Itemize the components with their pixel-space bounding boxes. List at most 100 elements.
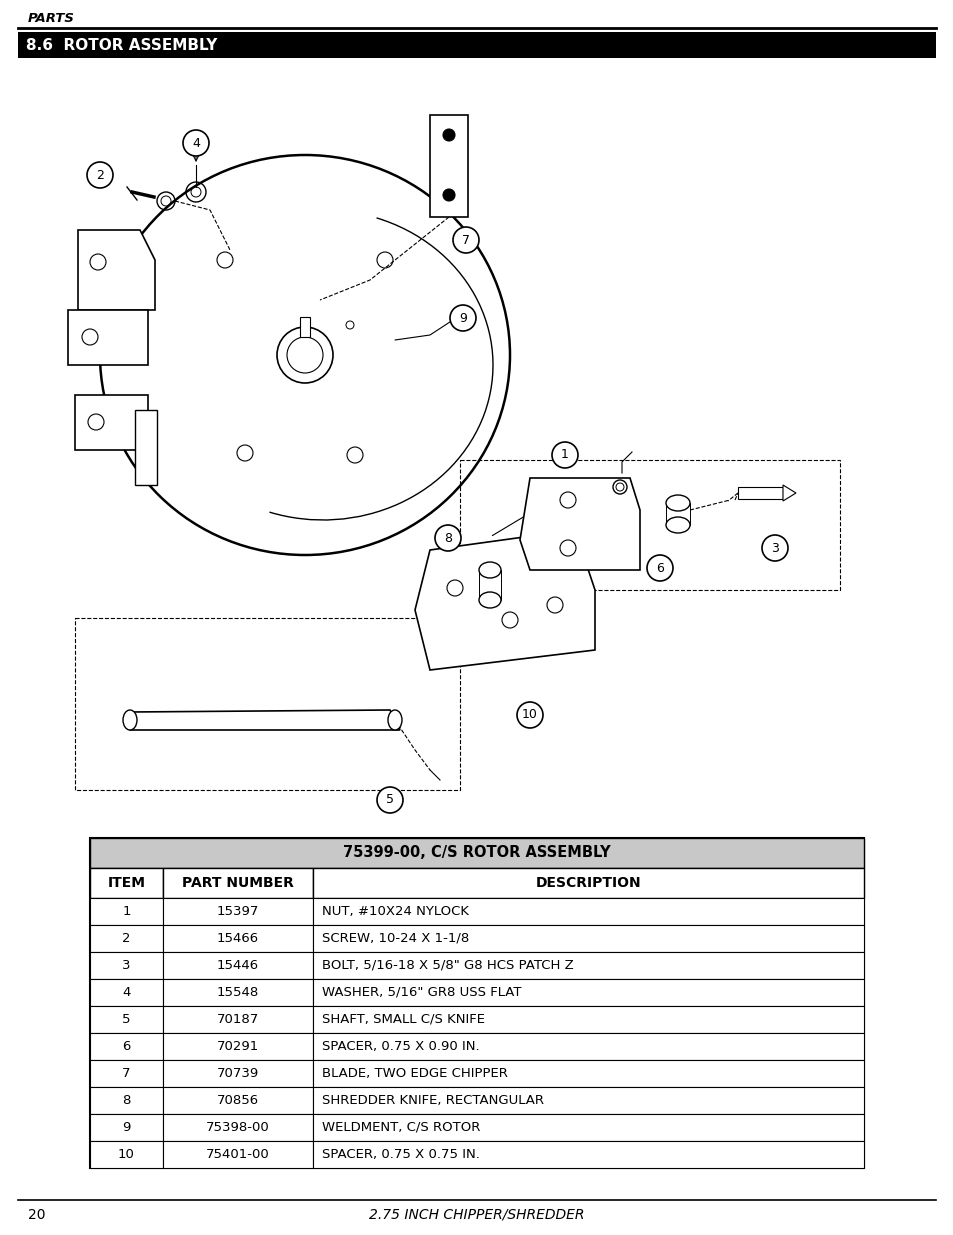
Text: 7: 7 [122,1067,131,1079]
Bar [163,952,313,979]
Polygon shape [68,310,148,366]
Text: 8: 8 [122,1094,131,1107]
Bar [478,571,500,600]
Polygon shape [78,230,154,310]
Text: 2.75 INCH CHIPPER/SHREDDER: 2.75 INCH CHIPPER/SHREDDER [369,1208,584,1221]
Text: 7: 7 [461,233,470,247]
Text: 10: 10 [118,1149,134,1161]
Circle shape [87,162,112,188]
Bar [163,979,313,1007]
Text: 5: 5 [386,794,394,806]
Bar [90,839,863,868]
Text: SPACER, 0.75 X 0.90 IN.: SPACER, 0.75 X 0.90 IN. [322,1040,479,1053]
Polygon shape [130,710,399,730]
Text: SHREDDER KNIFE, RECTANGULAR: SHREDDER KNIFE, RECTANGULAR [322,1094,543,1107]
Bar [163,1141,313,1168]
Circle shape [517,701,542,727]
Text: SHAFT, SMALL C/S KNIFE: SHAFT, SMALL C/S KNIFE [322,1013,484,1026]
Text: 4: 4 [122,986,131,999]
Ellipse shape [388,710,401,730]
Circle shape [646,555,672,580]
Text: 4: 4 [192,137,200,149]
Text: 70739: 70739 [216,1067,259,1079]
Bar [313,1114,863,1141]
Text: SPACER, 0.75 X 0.75 IN.: SPACER, 0.75 X 0.75 IN. [322,1149,479,1161]
Bar [90,979,163,1007]
Polygon shape [75,395,148,450]
Ellipse shape [665,517,689,534]
Bar [299,317,310,337]
Text: 70187: 70187 [216,1013,259,1026]
Bar [163,1060,313,1087]
Bar [135,410,157,485]
Text: 6: 6 [122,1040,131,1053]
Circle shape [435,525,460,551]
Bar [313,1060,863,1087]
Circle shape [442,128,455,141]
Text: BLADE, TWO EDGE CHIPPER: BLADE, TWO EDGE CHIPPER [322,1067,507,1079]
Bar [90,1141,163,1168]
Text: 70291: 70291 [216,1040,259,1053]
Text: 9: 9 [458,311,466,325]
Text: 3: 3 [770,541,778,555]
Text: 20: 20 [28,1208,46,1221]
Text: ITEM: ITEM [108,876,146,890]
Text: 15397: 15397 [216,905,259,918]
Text: PARTS: PARTS [28,11,74,25]
Circle shape [442,189,455,201]
Text: WASHER, 5/16" GR8 USS FLAT: WASHER, 5/16" GR8 USS FLAT [322,986,521,999]
Text: SCREW, 10-24 X 1-1/8: SCREW, 10-24 X 1-1/8 [322,932,469,945]
Text: 6: 6 [656,562,663,574]
Bar [163,1087,313,1114]
Bar [313,898,863,925]
Text: PART NUMBER: PART NUMBER [182,876,294,890]
Text: 8: 8 [443,531,452,545]
Bar [313,1087,863,1114]
Text: 1: 1 [560,448,568,462]
Bar [90,1007,163,1032]
Bar [313,1007,863,1032]
Text: 2: 2 [122,932,131,945]
Bar [738,487,782,499]
Polygon shape [415,530,595,671]
Bar [163,1007,313,1032]
Ellipse shape [665,495,689,511]
Bar [313,979,863,1007]
Text: DESCRIPTION: DESCRIPTION [536,876,640,890]
Ellipse shape [123,710,137,730]
Bar [313,1032,863,1060]
Text: 75398-00: 75398-00 [206,1121,270,1134]
Text: 10: 10 [521,709,537,721]
Circle shape [453,227,478,253]
Bar [90,1032,163,1060]
Text: 15446: 15446 [216,960,259,972]
Text: BOLT, 5/16-18 X 5/8" G8 HCS PATCH Z: BOLT, 5/16-18 X 5/8" G8 HCS PATCH Z [322,960,573,972]
Bar [313,952,863,979]
Bar [163,925,313,952]
Circle shape [450,305,476,331]
Bar [90,925,163,952]
Bar [90,868,163,898]
Bar [163,1114,313,1141]
Circle shape [376,787,402,813]
Bar [90,1114,163,1141]
Bar [18,32,935,58]
Bar [90,898,163,925]
Circle shape [183,130,209,156]
Bar [90,839,863,1168]
Text: 9: 9 [122,1121,131,1134]
Text: 1: 1 [122,905,131,918]
Bar [90,1060,163,1087]
Text: 5: 5 [122,1013,131,1026]
Bar [430,115,468,217]
Bar [313,868,863,898]
Text: 15466: 15466 [216,932,259,945]
Bar [90,952,163,979]
Polygon shape [782,485,795,501]
Bar [313,925,863,952]
Text: 3: 3 [122,960,131,972]
Bar [163,868,313,898]
Text: NUT, #10X24 NYLOCK: NUT, #10X24 NYLOCK [322,905,469,918]
Circle shape [761,535,787,561]
Text: 8.6  ROTOR ASSEMBLY: 8.6 ROTOR ASSEMBLY [26,37,217,53]
